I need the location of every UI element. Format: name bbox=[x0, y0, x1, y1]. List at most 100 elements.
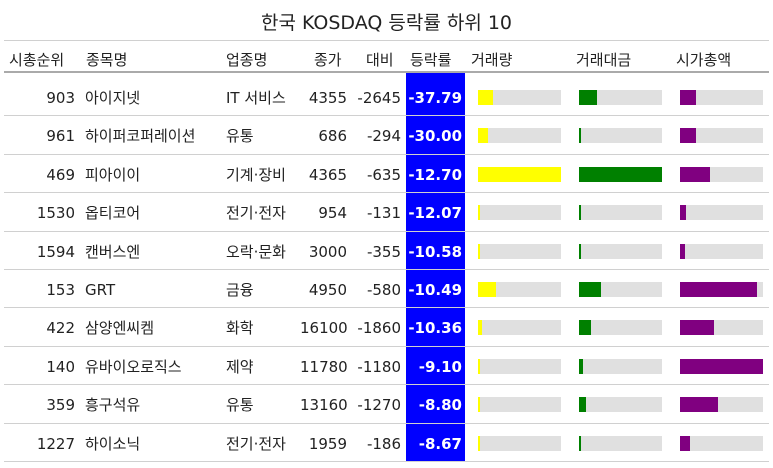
row-change: -186 bbox=[366, 434, 401, 453]
row-name: 흥구석유 bbox=[85, 396, 141, 415]
bar-volume bbox=[478, 435, 480, 451]
row-divider bbox=[4, 192, 769, 194]
bar-track-volume bbox=[478, 435, 561, 451]
header-divider bbox=[4, 71, 769, 73]
row-close: 4365 bbox=[308, 165, 347, 184]
row-close: 4355 bbox=[308, 89, 347, 107]
row-close: 16100 bbox=[300, 319, 348, 338]
bar-trade-value bbox=[579, 435, 581, 451]
bar-trade-value bbox=[579, 128, 581, 144]
row-sector: 기계·장비 bbox=[226, 165, 286, 184]
row-name: 피아이이 bbox=[85, 165, 141, 184]
row-name: 아이지넷 bbox=[85, 89, 141, 107]
row-rank: 359 bbox=[46, 396, 75, 415]
row-name: 하이퍼코퍼레이션 bbox=[85, 127, 196, 146]
row-rank: 153 bbox=[46, 281, 75, 299]
bar-track-market_cap bbox=[680, 205, 763, 221]
row-name: GRT bbox=[85, 281, 116, 299]
bar-track-volume bbox=[478, 205, 561, 221]
row-change: -294 bbox=[366, 127, 401, 146]
row-rank: 903 bbox=[46, 89, 75, 107]
bar-trade-value bbox=[579, 282, 601, 297]
header-rank: 시총순위 bbox=[9, 51, 65, 69]
row-rate: -30.00 bbox=[408, 127, 462, 146]
header-close: 종가 bbox=[314, 51, 342, 69]
row-divider bbox=[4, 461, 769, 462]
bar-volume bbox=[478, 243, 480, 259]
bar-track-volume bbox=[478, 90, 561, 105]
row-sector: 오락·문화 bbox=[226, 242, 286, 261]
bar-track-trade_value bbox=[579, 243, 662, 259]
header-name: 종목명 bbox=[86, 51, 128, 69]
bar-trade-value bbox=[579, 166, 662, 182]
bar-track-market_cap bbox=[680, 435, 763, 451]
row-change: -1860 bbox=[357, 319, 401, 338]
bar-market-cap bbox=[680, 435, 690, 451]
bar-track-volume bbox=[478, 282, 561, 297]
bar-market-cap bbox=[680, 243, 685, 259]
row-close: 1959 bbox=[308, 434, 347, 453]
row-rank: 1530 bbox=[36, 204, 75, 223]
row-sector: 화학 bbox=[226, 319, 254, 338]
bar-volume bbox=[478, 90, 493, 105]
bar-volume bbox=[478, 320, 483, 336]
row-rank: 961 bbox=[46, 127, 75, 146]
row-rank: 469 bbox=[46, 165, 75, 184]
row-rank: 140 bbox=[46, 357, 75, 376]
bar-volume bbox=[478, 166, 561, 182]
row-rank: 1594 bbox=[36, 242, 75, 261]
bar-volume bbox=[478, 397, 480, 413]
bar-market-cap bbox=[680, 397, 719, 413]
row-sector: 제약 bbox=[226, 357, 254, 376]
row-rate: -10.49 bbox=[408, 281, 462, 299]
bar-track-market_cap bbox=[680, 128, 763, 144]
header-rate: 등락률 bbox=[410, 51, 452, 69]
bar-track-trade_value bbox=[579, 320, 662, 336]
row-divider bbox=[4, 230, 769, 232]
rate-column-highlight bbox=[406, 71, 465, 462]
bar-trade-value bbox=[579, 358, 584, 374]
row-sector: 전기·전자 bbox=[226, 204, 286, 223]
bar-market-cap bbox=[680, 320, 715, 336]
bar-market-cap bbox=[680, 166, 710, 182]
bar-volume bbox=[478, 358, 480, 374]
row-divider bbox=[4, 115, 769, 117]
row-divider bbox=[4, 345, 769, 347]
bar-track-volume bbox=[478, 358, 561, 374]
bar-track-trade_value bbox=[579, 358, 662, 374]
bar-track-trade_value bbox=[579, 128, 662, 144]
row-sector: 전기·전자 bbox=[226, 434, 286, 453]
row-rate: -10.36 bbox=[408, 319, 462, 338]
row-change: -131 bbox=[366, 204, 401, 223]
header-sector: 업종명 bbox=[226, 51, 268, 69]
row-sector: 유통 bbox=[226, 396, 254, 415]
row-name: 하이소닉 bbox=[85, 434, 141, 453]
bar-track-trade_value bbox=[579, 205, 662, 221]
row-name: 삼양엔씨켐 bbox=[85, 319, 155, 338]
bar-trade-value bbox=[579, 90, 598, 105]
row-close: 11780 bbox=[300, 357, 348, 376]
bar-track-volume bbox=[478, 128, 561, 144]
bar-track-volume bbox=[478, 243, 561, 259]
row-rate: -9.10 bbox=[418, 357, 462, 376]
row-name: 캔버스엔 bbox=[85, 242, 141, 261]
bar-track-volume bbox=[478, 397, 561, 413]
row-divider bbox=[4, 384, 769, 386]
row-close: 13160 bbox=[300, 396, 348, 415]
bar-track-trade_value bbox=[579, 397, 662, 413]
bar-market-cap bbox=[680, 90, 696, 105]
header-volume: 거래량 bbox=[471, 51, 513, 69]
row-divider bbox=[4, 422, 769, 424]
chart-title: 한국 KOSDAQ 등락률 하위 10 bbox=[260, 12, 513, 34]
bar-track-market_cap bbox=[680, 243, 763, 259]
row-rank: 422 bbox=[46, 319, 75, 338]
bar-volume bbox=[478, 205, 480, 221]
bar-market-cap bbox=[680, 358, 763, 374]
row-sector: 금융 bbox=[226, 281, 254, 299]
row-change: -1180 bbox=[357, 357, 401, 376]
header-trade-value: 거래대금 bbox=[576, 51, 632, 69]
row-divider bbox=[4, 153, 769, 155]
bar-volume bbox=[478, 282, 497, 297]
bar-trade-value bbox=[579, 243, 581, 259]
